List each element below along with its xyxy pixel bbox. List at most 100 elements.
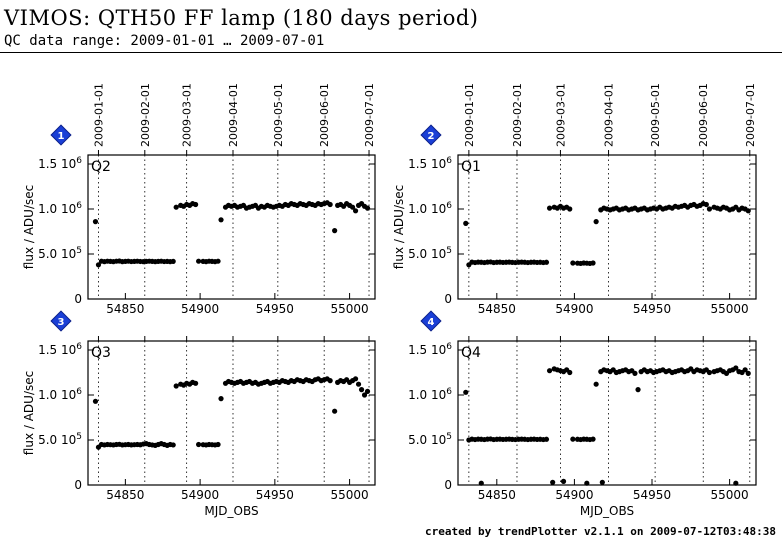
x-tick-label: 54850 (478, 302, 516, 316)
y-tick-label: 1.0 106 (408, 201, 452, 216)
data-point (173, 204, 179, 210)
data-point (193, 201, 199, 208)
y-tick-label: 1.5 106 (38, 156, 82, 171)
data-point (745, 370, 751, 376)
date-tick-label: 2009-01-01 (463, 83, 476, 147)
data-point (173, 383, 179, 389)
data-point (361, 392, 368, 398)
data-point (215, 258, 221, 264)
x-tick-label: 54900 (555, 302, 593, 316)
chart-panel-4: 0 5.0 105 1.0 106 1.5 106 54850 54900 54950 550… (408, 310, 757, 518)
x-axis-label: MJD_OBS (204, 504, 258, 518)
panel-number-badge (50, 124, 72, 146)
data-point (478, 480, 484, 486)
quadrant-label: Q2 (91, 159, 111, 175)
data-point (570, 436, 576, 442)
data-point (560, 478, 567, 484)
y-tick-label: 5.0 105 (408, 432, 452, 447)
y-tick-label: 5.0 105 (38, 432, 82, 447)
x-tick-label: 54950 (256, 302, 294, 316)
data-point (364, 388, 371, 394)
quadrant-label: Q3 (91, 345, 111, 361)
data-point (706, 369, 713, 376)
date-tick-label: 2009-03-01 (554, 83, 567, 147)
data-point (332, 228, 338, 234)
data-point (584, 480, 590, 486)
date-tick-label: 2009-06-01 (697, 83, 710, 147)
plot-frame (87, 340, 376, 486)
data-point (570, 260, 576, 266)
footer-credit: created by trendPlotter v2.1.1 on 2009-0… (425, 525, 776, 538)
date-tick-label: 2009-01-01 (92, 83, 105, 147)
y-tick-label: 5.0 105 (408, 246, 452, 261)
y-axis-label: flux / ADU/sec (392, 185, 406, 269)
data-point (567, 369, 573, 376)
data-point (218, 217, 224, 223)
data-point (635, 387, 641, 393)
date-tick-label: 2009-07-01 (744, 83, 757, 147)
data-point (463, 389, 469, 395)
panel-number: 3 (58, 317, 65, 328)
data-point (218, 396, 224, 402)
data-point (733, 365, 739, 371)
data-point (745, 208, 751, 214)
data-point (593, 381, 599, 387)
y-tick-label: 0 (74, 292, 82, 306)
data-point (543, 436, 550, 442)
plot-frame (87, 154, 376, 300)
y-tick-label: 0 (74, 478, 82, 492)
x-tick-label: 55000 (711, 488, 749, 502)
y-tick-label: 1.5 106 (408, 156, 452, 171)
data-point (196, 258, 202, 264)
data-point (352, 208, 359, 214)
y-axis-label: flux / ADU/sec (22, 371, 36, 455)
data-point (703, 201, 709, 208)
quadrant-label: Q1 (461, 159, 481, 175)
y-tick-label: 1.0 106 (38, 201, 82, 216)
x-tick-label: 54900 (181, 488, 219, 502)
x-tick-label: 54850 (478, 488, 516, 502)
y-tick-label: 1.5 106 (408, 342, 452, 357)
data-point (463, 220, 469, 226)
data-point (95, 262, 102, 268)
data-point (332, 408, 338, 414)
x-tick-label: 54900 (181, 302, 219, 316)
y-tick-label: 1.0 106 (38, 387, 82, 402)
chart-panel-3: 0 5.0 105 1.0 106 1.5 106 54850 54900 54950 550… (22, 310, 376, 518)
panel-number: 2 (428, 131, 435, 142)
data-point (327, 378, 333, 384)
data-point (742, 367, 748, 373)
plot-frame (457, 340, 757, 486)
data-point (567, 206, 573, 212)
data-point (92, 398, 99, 404)
x-tick-label: 54950 (633, 488, 671, 502)
data-point (546, 368, 553, 374)
y-tick-label: 1.0 106 (408, 387, 452, 402)
date-tick-label: 2009-07-01 (363, 83, 376, 147)
date-tick-label: 2009-04-01 (227, 83, 240, 147)
data-point (215, 441, 221, 448)
chart-panel-1: 2009-01-01 2009-02-01 2009-03-01 2009-04-01… (22, 83, 376, 316)
data-point (196, 441, 202, 448)
y-tick-label: 5.0 105 (38, 246, 82, 261)
date-tick-label: 2009-05-01 (272, 83, 285, 147)
x-tick-label: 54850 (106, 302, 144, 316)
x-tick-label: 55000 (330, 302, 368, 316)
header-divider (0, 52, 782, 53)
x-tick-label: 54900 (555, 488, 593, 502)
data-point (364, 205, 371, 211)
y-axis-label: flux / ADU/sec (22, 185, 36, 269)
date-tick-label: 2009-04-01 (603, 83, 616, 147)
date-tick-label: 2009-06-01 (318, 83, 331, 147)
panel-number-badge (420, 310, 442, 332)
x-tick-label: 54950 (256, 488, 294, 502)
data-point (590, 260, 596, 266)
y-tick-label: 0 (444, 292, 452, 306)
date-tick-label: 2009-02-01 (139, 83, 152, 147)
x-tick-label: 55000 (711, 302, 749, 316)
x-axis-label: MJD_OBS (580, 504, 634, 518)
plot-frame (457, 154, 757, 300)
data-point (593, 219, 599, 225)
data-point (550, 479, 556, 485)
data-point (170, 442, 176, 448)
